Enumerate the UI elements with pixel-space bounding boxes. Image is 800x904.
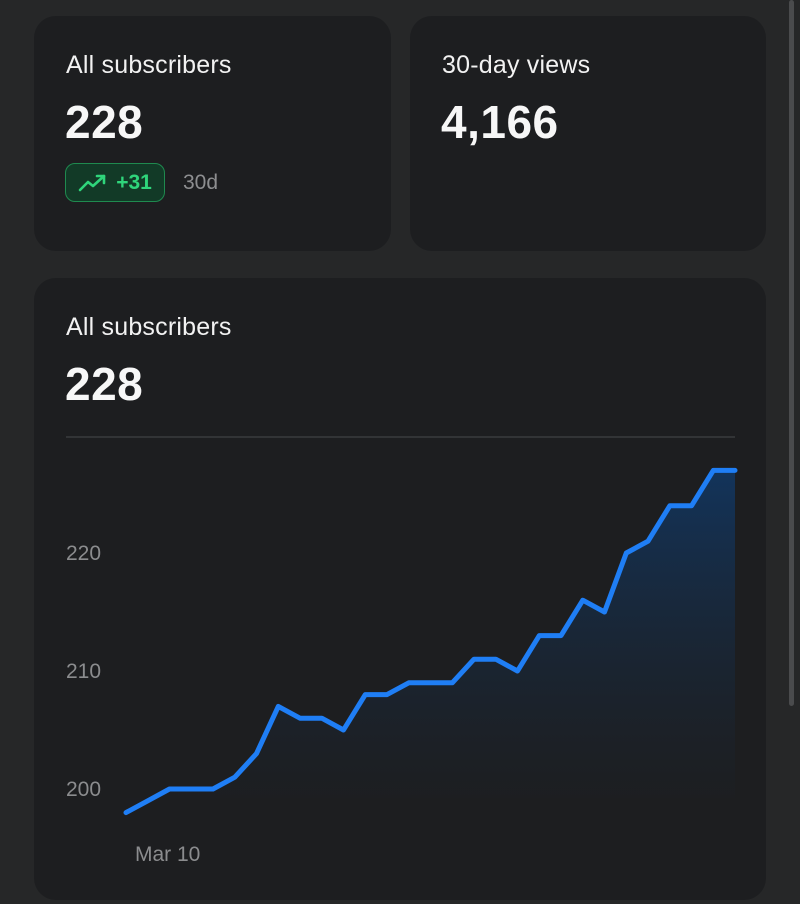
views-label: 30-day views	[442, 51, 591, 79]
y-tick-label-220: 220	[66, 542, 101, 565]
subscribers-delta-badge: +31	[65, 163, 165, 202]
views-value: 4,166	[441, 96, 559, 148]
subscribers-area	[126, 470, 735, 813]
y-tick-label-200: 200	[66, 778, 101, 801]
y-tick-label-210: 210	[66, 660, 101, 683]
views-card[interactable]: 30-day views 4,166	[410, 16, 766, 251]
subscribers-delta-value: +31	[116, 170, 152, 194]
scrollbar[interactable]	[789, 0, 794, 706]
x-tick-label: Mar 10	[135, 843, 200, 866]
subscribers-label: All subscribers	[66, 51, 232, 79]
subscribers-chart-card: All subscribers 228 200 210 220 Mar 10	[34, 278, 766, 900]
chart-card-value: 228	[65, 358, 144, 410]
trending-up-icon	[78, 174, 106, 191]
subscribers-card[interactable]: All subscribers 228 +31 30d	[34, 16, 391, 251]
subscribers-value: 228	[65, 96, 144, 148]
subscribers-line	[123, 467, 738, 816]
subscribers-delta-period: 30d	[183, 171, 219, 194]
chart-card-label: All subscribers	[66, 313, 232, 341]
subscribers-chart: 200 210 220 Mar 10	[66, 436, 738, 866]
